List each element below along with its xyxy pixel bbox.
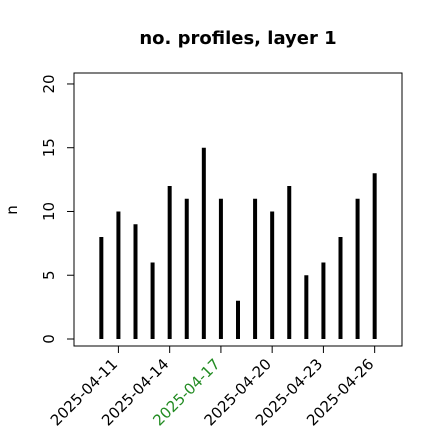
plot-box xyxy=(73,72,403,347)
y-tick-label: 15 xyxy=(40,138,58,157)
y-tick-label: 5 xyxy=(40,270,58,280)
y-axis-label: n xyxy=(3,205,21,215)
y-tick-label: 0 xyxy=(40,334,58,344)
chart-title: no. profiles, layer 1 xyxy=(139,28,336,49)
y-tick-label: 10 xyxy=(40,202,58,221)
y-tick-label: 20 xyxy=(40,74,58,93)
